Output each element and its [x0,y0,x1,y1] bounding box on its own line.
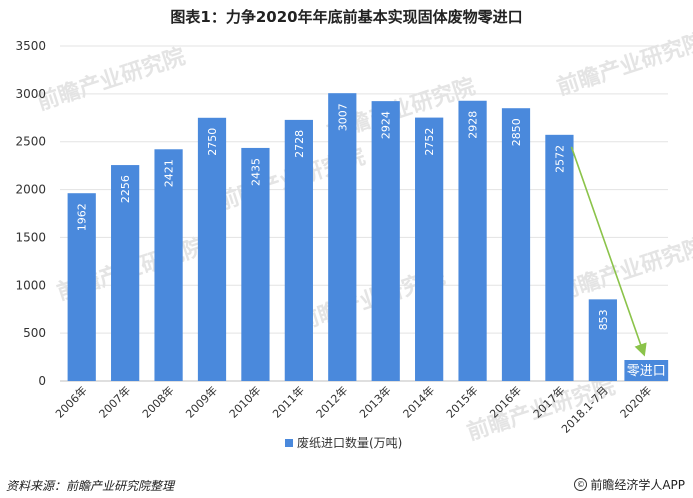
x-tick-label: 2012年 [313,383,350,420]
bar [241,147,270,381]
data-label: 2728 [293,130,306,158]
bar [284,119,313,382]
chart-title: 图表1：力争2020年年底前基本实现固体废物零进口 [170,8,523,26]
data-labels: 1962 2256 2421 2750 2435 2728 3007 2924 2752 2928… [76,103,666,379]
watermark-text: 前瞻产业研究院 [554,28,693,100]
legend: 废纸进口数量(万吨) [285,435,402,450]
data-label: 2752 [423,128,436,156]
data-label: 2435 [249,158,262,186]
data-label: 2256 [119,175,132,203]
legend-swatch [285,439,293,447]
source-note: 资料来源：前瞻产业研究院整理 [6,479,175,493]
data-label: 3007 [336,103,349,131]
y-tick-label: 3500 [15,39,46,53]
x-tick-label: 2008年 [139,383,176,420]
y-tick-label: 500 [23,326,46,340]
data-label: 2572 [553,145,566,173]
legend-label: 废纸进口数量(万吨) [297,435,402,450]
y-tick-label: 2000 [15,183,46,197]
x-tick-label: 2009年 [183,383,220,420]
bars [67,93,669,382]
bar [371,101,400,381]
trend-arrow-line [570,146,647,357]
x-tick-label: 2006年 [52,383,89,420]
data-label: 2924 [380,111,393,139]
credit-text: 前瞻经济学人APP [590,478,685,492]
bar [197,117,227,382]
bar [111,165,140,381]
bar [415,117,444,381]
trend-arrow [570,146,647,357]
bar [501,108,531,381]
bar [154,149,183,381]
bar [67,193,96,381]
bar [624,360,669,381]
y-tick-label: 0 [38,374,46,388]
x-tick-label: 2015年 [443,383,480,420]
copyright-icon: © [574,478,588,491]
x-tick-label: 2010年 [226,383,263,420]
data-label: 零进口 [627,364,666,379]
credit-note: © 前瞻经济学人APP [574,476,685,493]
y-tick-label: 1500 [15,230,46,244]
x-tick-label: 2013年 [356,383,393,420]
data-label: 2421 [163,159,176,187]
y-tick-label: 2500 [15,135,46,149]
watermark-text: 前瞻产业研究院 [34,43,189,115]
x-tick-label: 2020年 [617,383,654,420]
data-label: 2750 [206,128,219,156]
bar [545,134,574,381]
x-tick-label: 2014年 [400,383,437,420]
bar [458,100,487,382]
data-label: 2928 [467,111,480,139]
data-label: 2850 [510,118,523,146]
data-label: 1962 [76,203,89,231]
x-tick-label: 2007年 [96,383,133,420]
data-label: 853 [597,309,610,330]
bar [588,299,617,381]
y-tick-label: 1000 [15,278,46,292]
bar [328,93,357,382]
x-tick-label: 2011年 [270,383,307,420]
grid [60,45,668,382]
y-tick-label: 3000 [15,87,46,101]
